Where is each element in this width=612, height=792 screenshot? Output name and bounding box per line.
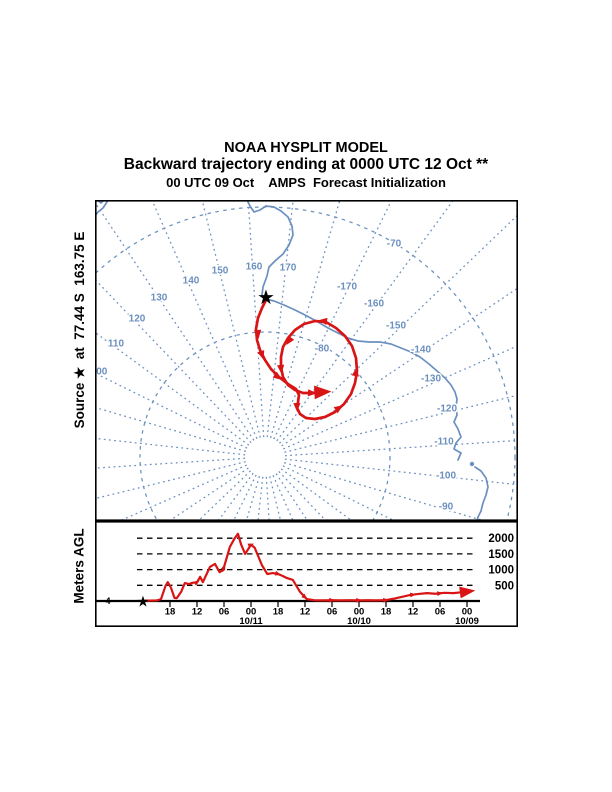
latitude-circle [139, 331, 391, 521]
trajectory-arrow [277, 364, 285, 374]
map-source-label: Source ★ at 77.44 S 163.75 E [72, 231, 87, 429]
time-tick-label: 00 [462, 607, 473, 618]
time-tick-label: 12 [300, 607, 311, 618]
graticule-meridian [151, 200, 258, 439]
meridian-label: -110 [434, 437, 454, 448]
time-tick-label: 06 [327, 607, 338, 618]
height-curve-marker [356, 597, 363, 603]
coastline [474, 466, 489, 521]
height-curve-marker [220, 564, 226, 571]
island-dot [469, 461, 475, 467]
source-star: ★ [257, 285, 275, 309]
graticule-meridian [95, 406, 246, 453]
meridian-label: -150 [386, 321, 406, 332]
trajectory-arrow [318, 317, 328, 326]
meridian-label: -100 [436, 471, 456, 482]
profile-source-star: ★ [136, 593, 149, 611]
meridian-label: -140 [411, 345, 431, 356]
meridian-label: 150 [212, 266, 229, 277]
height-curve-marker [193, 580, 200, 586]
meridian-label: 170 [280, 263, 297, 274]
coastline [95, 200, 108, 217]
meridian-label: -170 [337, 282, 357, 293]
time-tick-label: 00 [354, 607, 365, 618]
height-curve-marker [274, 570, 282, 576]
height-curve-marker [301, 593, 308, 600]
height-level-label: 1500 [488, 549, 514, 561]
meridian-label: 130 [151, 293, 168, 304]
graticule-meridian [284, 458, 518, 486]
trajectory-title: Backward trajectory ending at 0000 UTC 1… [123, 156, 489, 173]
profile-frame [95, 520, 518, 627]
time-tick-label: 18 [381, 607, 392, 618]
time-tick-label: 18 [273, 607, 284, 618]
time-tick-label: 12 [192, 607, 203, 618]
trajectory-arrow [351, 367, 359, 377]
profile-y-axis-label: Meters AGL [71, 528, 87, 604]
date-label: 10/10 [347, 616, 371, 627]
meridian-label: 110 [108, 339, 125, 350]
trajectory-arrow [307, 389, 317, 397]
map-frame [95, 200, 518, 521]
time-tick-label: 06 [435, 607, 446, 618]
graticule-meridian [95, 457, 246, 469]
trajectory-arrow [254, 329, 262, 339]
height-level-label: 500 [495, 580, 514, 592]
meridian-label: 140 [183, 276, 200, 287]
graticule-meridian [201, 200, 261, 438]
time-tick-label: 00 [246, 607, 257, 618]
graticule-meridian [95, 201, 255, 441]
height-curve-marker [382, 597, 390, 603]
trajectory-arrow [257, 350, 265, 360]
graticule-meridian [197, 470, 251, 521]
meridian-label: 100 [91, 367, 108, 378]
height-curve-end-arrow [459, 586, 476, 599]
meridian-label: 120 [129, 314, 146, 325]
graticule-meridian [95, 278, 252, 443]
latitude-label: -70 [387, 239, 402, 250]
coastline [246, 200, 462, 461]
graticule-meridian [95, 372, 248, 449]
trajectory-arrow [272, 371, 283, 380]
time-tick-label: 12 [408, 607, 419, 618]
graticule-meridian [95, 437, 246, 456]
meridian-label: -160 [364, 299, 384, 310]
date-label: 10/09 [455, 616, 479, 627]
graticule-meridian [273, 200, 393, 440]
height-level-label: 2000 [488, 533, 514, 545]
meridian-label: -130 [421, 374, 441, 385]
graticule-meridian [280, 468, 354, 521]
height-curve-marker [436, 591, 444, 596]
height-curve-marker [329, 597, 336, 603]
graticule-meridian [276, 200, 455, 442]
meridian-label: -90 [439, 502, 454, 513]
initialization-subtitle: 00 UTC 09 Oct AMPS Forecast Initializati… [166, 175, 446, 190]
trajectory-end-arrow [314, 385, 332, 400]
date-label: 10/11 [239, 616, 263, 627]
height-curve-marker [247, 543, 254, 549]
graticule-meridian [95, 331, 250, 446]
meridian-label: -120 [437, 404, 457, 415]
height-level-label: 1000 [488, 565, 514, 577]
start-glyph: 4 [105, 596, 110, 606]
trajectory-arrow [286, 335, 295, 346]
graticule-meridian [266, 200, 294, 438]
trajectory-arrow [293, 402, 301, 412]
graticule-meridian [168, 467, 249, 521]
height-curve [141, 532, 469, 602]
height-curve-marker [409, 592, 417, 598]
latitude-label: -80 [315, 344, 330, 355]
graticule-meridian [284, 439, 518, 457]
meridian-label: 160 [246, 262, 263, 273]
time-tick-label: 06 [219, 607, 230, 618]
graticule-meridian [247, 200, 265, 438]
trajectory-path [254, 298, 359, 421]
model-title: NOAA HYSPLIT MODEL [224, 140, 388, 156]
trajectory-arrow [333, 405, 344, 414]
time-tick-label: 18 [165, 607, 176, 618]
